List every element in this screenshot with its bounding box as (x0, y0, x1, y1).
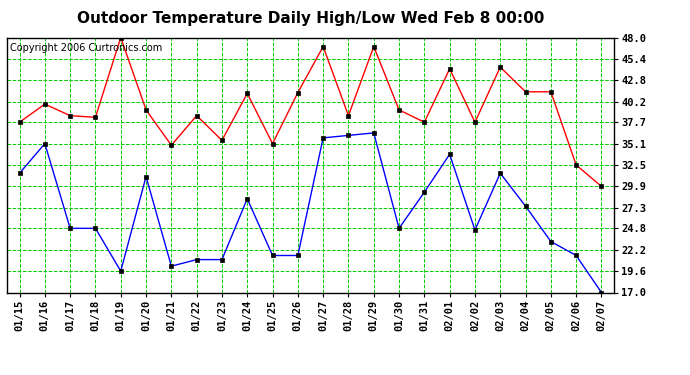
Text: Copyright 2006 Curtronics.com: Copyright 2006 Curtronics.com (10, 43, 162, 52)
Text: Outdoor Temperature Daily High/Low Wed Feb 8 00:00: Outdoor Temperature Daily High/Low Wed F… (77, 11, 544, 26)
